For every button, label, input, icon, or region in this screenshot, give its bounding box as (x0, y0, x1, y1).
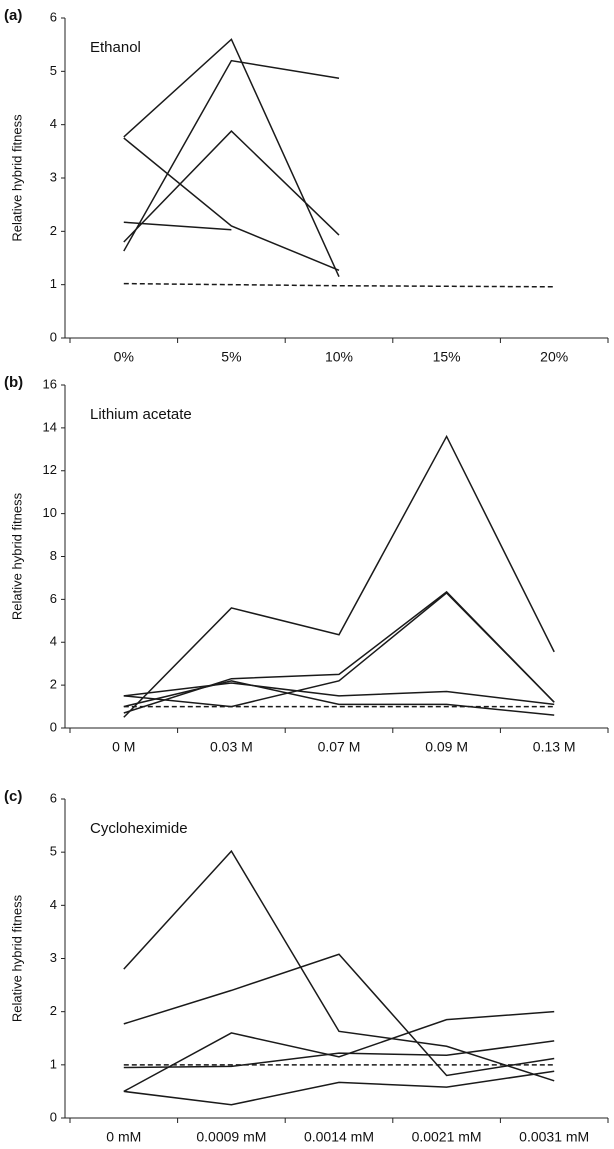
y-tick-label: 16 (43, 376, 57, 391)
x-tick-label: 5% (221, 349, 241, 365)
series-line (123, 849, 555, 1082)
series-line (123, 59, 340, 252)
y-tick-label: 3 (50, 950, 57, 965)
series-line (123, 1040, 555, 1069)
y-tick-label: 2 (50, 223, 57, 238)
panel-title: Lithium acetate (90, 406, 192, 423)
y-tick-label: 8 (50, 548, 57, 563)
series-line (123, 137, 340, 271)
y-tick-label: 5 (50, 63, 57, 78)
x-tick-label: 0.03 M (210, 739, 253, 755)
series-line (123, 953, 555, 1077)
x-tick-label: 0.07 M (318, 739, 361, 755)
series-line (123, 221, 232, 231)
y-tick-label: 4 (50, 116, 57, 131)
x-tick-label: 0.0009 mM (196, 1129, 266, 1145)
panel-title: Cycloheximide (90, 820, 188, 837)
series-line (123, 591, 555, 708)
y-tick-label: 10 (43, 505, 57, 520)
y-tick-label: 2 (50, 677, 57, 692)
series-line (123, 1010, 555, 1093)
y-tick-label: 0 (50, 719, 57, 734)
y-tick-label: 5 (50, 844, 57, 859)
x-tick-label: 0% (114, 349, 134, 365)
y-tick-label: 0 (50, 329, 57, 344)
y-tick-label: 14 (43, 419, 57, 434)
x-tick-label: 20% (540, 349, 568, 365)
x-tick-label: 0 M (112, 739, 135, 755)
series-line (123, 38, 340, 277)
x-tick-label: 0.13 M (533, 739, 576, 755)
series-line (123, 682, 555, 706)
y-tick-label: 12 (43, 462, 57, 477)
x-tick-label: 0 mM (106, 1129, 141, 1145)
x-tick-label: 0.09 M (425, 739, 468, 755)
x-tick-label: 0.0031 mM (519, 1129, 589, 1145)
panel-label: (a) (4, 7, 22, 24)
y-tick-label: 2 (50, 1003, 57, 1018)
y-tick-label: 4 (50, 634, 57, 649)
y-axis-label: Relative hybrid fitness (9, 492, 24, 620)
y-tick-label: 6 (50, 790, 57, 805)
series-line (123, 1070, 555, 1106)
y-tick-label: 0 (50, 1109, 57, 1124)
panel-title: Ethanol (90, 39, 141, 56)
y-tick-label: 3 (50, 169, 57, 184)
x-tick-label: 0.0014 mM (304, 1129, 374, 1145)
y-tick-label: 6 (50, 591, 57, 606)
panel-label: (c) (4, 788, 22, 805)
reference-line (123, 282, 555, 288)
series-line (123, 434, 555, 718)
x-tick-label: 10% (325, 349, 353, 365)
x-tick-label: 0.0021 mM (412, 1129, 482, 1145)
x-tick-label: 15% (433, 349, 461, 365)
y-axis-label: Relative hybrid fitness (9, 114, 24, 242)
y-tick-label: 6 (50, 9, 57, 24)
y-tick-label: 1 (50, 1056, 57, 1071)
y-axis-label: Relative hybrid fitness (9, 894, 24, 1022)
series-line (123, 130, 340, 243)
y-tick-label: 4 (50, 897, 57, 912)
panel-label: (b) (4, 374, 23, 391)
y-tick-label: 1 (50, 276, 57, 291)
series-line (123, 680, 555, 716)
